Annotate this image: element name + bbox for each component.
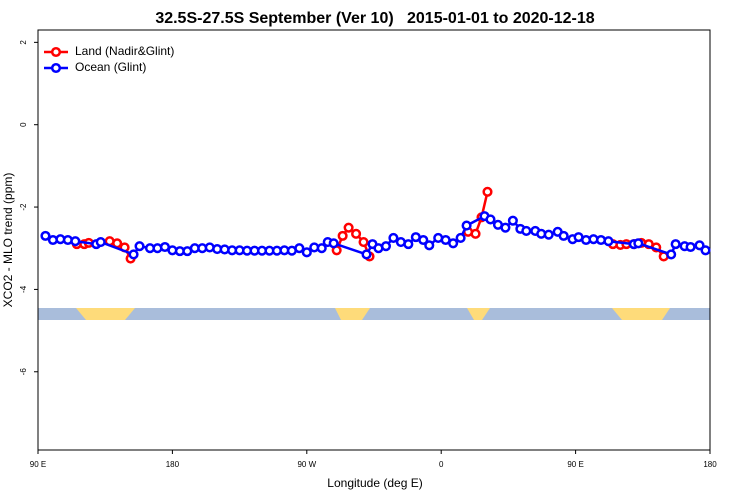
point [670, 239, 681, 250]
land-strip [612, 308, 670, 320]
point [470, 228, 481, 239]
land-ocean-strip [38, 308, 710, 320]
land-strip [467, 308, 490, 320]
point [40, 230, 51, 241]
point [633, 238, 644, 249]
point [558, 230, 569, 241]
legend-marker [50, 46, 62, 58]
y-axis-label: XCO2 - MLO trend (ppm) [1, 173, 15, 308]
y-tick-label: 0 [19, 122, 28, 127]
y-tick-label: -6 [19, 368, 28, 376]
point [700, 245, 711, 256]
x-tick-label: 90 W [297, 460, 316, 469]
x-tick-label: 90 E [567, 460, 583, 469]
point [521, 225, 532, 236]
point [388, 232, 399, 243]
point [461, 220, 472, 231]
y-tick-label: -4 [19, 285, 28, 293]
point [70, 236, 81, 247]
ocean-strip [38, 308, 710, 320]
point [603, 236, 614, 247]
legend-marker [50, 62, 62, 74]
y-tick-label: -2 [19, 203, 28, 211]
point [316, 243, 327, 254]
point [128, 249, 139, 260]
point [482, 186, 493, 197]
point [380, 241, 391, 252]
point [418, 234, 429, 246]
point [351, 228, 362, 239]
x-tick-label: 180 [166, 460, 180, 469]
point [294, 243, 305, 254]
point [424, 240, 435, 251]
land-strip [335, 308, 370, 320]
point [666, 249, 677, 260]
plot-frame [37, 29, 711, 451]
y-tick-label: 2 [19, 40, 28, 45]
point [500, 222, 511, 233]
point [95, 237, 106, 248]
legend-label: Land (Nadir&Glint) [75, 44, 174, 58]
point [328, 238, 339, 249]
chart-title: 32.5S-27.5S September (Ver 10) 2015-01-0… [155, 10, 594, 27]
point [448, 238, 459, 249]
x-tick-label: 0 [439, 460, 444, 469]
x-axis-label: Longitude (deg E) [327, 476, 422, 490]
point [343, 222, 354, 233]
legend-label: Ocean (Glint) [75, 60, 146, 74]
point [337, 230, 348, 241]
point [361, 249, 372, 260]
point [694, 240, 705, 251]
point [485, 214, 496, 225]
x-tick-label: 180 [703, 460, 717, 469]
x-tick-label: 90 E [30, 460, 46, 469]
point [507, 215, 518, 226]
point [543, 229, 554, 240]
point [403, 239, 414, 250]
point [134, 241, 145, 252]
land-strip [76, 308, 135, 320]
point [301, 247, 312, 258]
point [455, 232, 466, 243]
point [358, 237, 369, 248]
point [685, 241, 696, 253]
